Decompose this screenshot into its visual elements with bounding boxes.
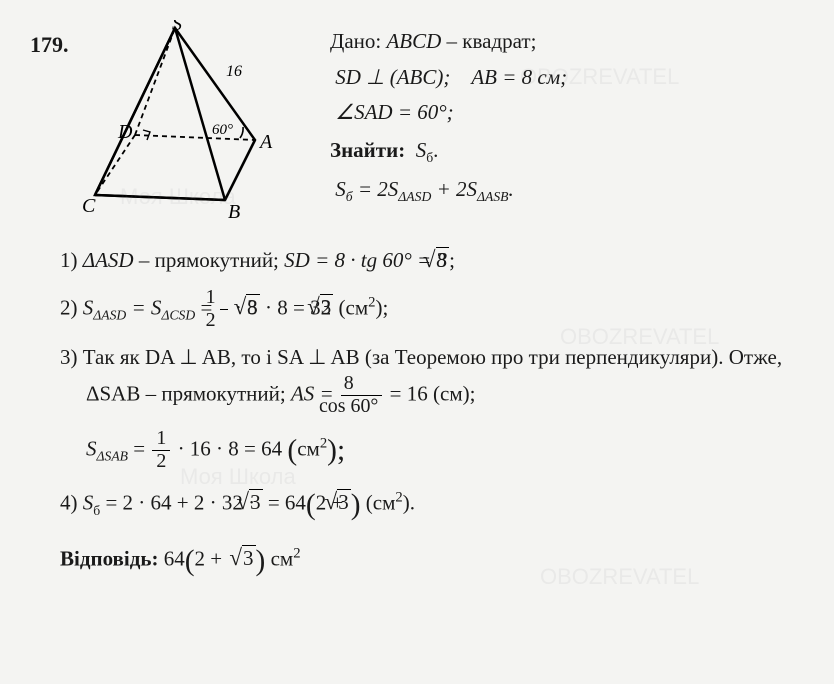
step-3: 3) Так як DA ⊥ AB, то і SA ⊥ AB (за Теор… [60, 342, 804, 418]
f-lhs-sub: б [346, 189, 353, 204]
label-a: A [258, 131, 273, 153]
s1-end: ; [449, 248, 455, 272]
a-i1: 2 + [194, 546, 227, 570]
s2-fn: 1 [220, 287, 228, 310]
s1-num: 1) [60, 248, 78, 272]
s4-eq: = 64 [263, 490, 306, 514]
figure-column: S A B C D 16 60° [30, 20, 310, 230]
s4-l: S [83, 490, 94, 514]
f-lhs: S [335, 177, 346, 201]
s1-t1: – прямокутний; [134, 248, 285, 272]
given-line-2: SD ⊥ (ABC); AB = 8 см; [330, 62, 804, 94]
find-label: Знайти: [330, 138, 405, 162]
given-column: Дано: ABCD – квадрат; SD ⊥ (ABC); AB = 8… [330, 20, 804, 230]
s2-num: 2) [60, 295, 83, 319]
s3-num: 3) [60, 345, 78, 369]
a-pc: ) [256, 545, 266, 577]
label-d: D [117, 121, 133, 143]
f-t2: ΔASB [477, 189, 509, 204]
given-line-3: ∠SAD = 60°; [330, 97, 804, 129]
label-s: S [172, 20, 182, 35]
s3-pc: ); [327, 435, 345, 467]
s3-su: см [297, 436, 320, 460]
s2-lhs: S [83, 295, 94, 319]
s1-rad: 3 [436, 247, 450, 272]
s3-sl: S [86, 436, 97, 460]
f-t1: ΔASD [398, 189, 431, 204]
s4-po: ( [306, 489, 316, 521]
s2-fd: 2 [220, 310, 228, 332]
f-end: . [508, 177, 513, 201]
answer-val: 64 [158, 546, 184, 570]
f-plus: + 2S [431, 177, 477, 201]
s4-pc: ) [351, 489, 361, 521]
a-u: см [265, 546, 293, 570]
answer-label: Відповідь: [60, 546, 158, 570]
a-po: ( [185, 545, 195, 577]
s3-sm: · 16 · 8 = 64 [172, 436, 287, 460]
s3-se: = [128, 436, 150, 460]
step-3-cont: SΔSAB = 12 · 16 · 8 = 64 (см2); [86, 428, 804, 473]
a-r: 3 [242, 545, 256, 570]
pyramid-figure: S A B C D 16 60° [80, 20, 290, 230]
given-line-1: Дано: ABCD – квадрат; [330, 26, 804, 58]
top-row: S A B C D 16 60° Дано: ABCD – квадрат; S… [30, 20, 804, 230]
s3-asr: = 16 (см); [384, 381, 475, 405]
solution-steps: 1) ΔASD – прямокутний; SD = 8 · tg 60° =… [30, 242, 804, 527]
s4-u: (см [361, 490, 396, 514]
problem-number: 179. [30, 28, 69, 61]
s3-fn: 8 [341, 373, 382, 396]
s4-num: 4) [60, 490, 83, 514]
answer-line: Відповідь: 64(2 + 3) см2 [60, 539, 804, 583]
s4-r: 3 [249, 489, 263, 514]
a-sq: 2 [293, 545, 300, 561]
s3-fd: cos 60° [341, 396, 382, 418]
s2-r2: 3 [320, 294, 334, 319]
s1-tri: ΔASD [83, 248, 134, 272]
label-c: C [82, 195, 96, 217]
s2-r: 3 [246, 294, 260, 319]
step-2: 2) SΔASD = SΔCSD = 12 · 83 · 8 = 323 (см… [60, 287, 804, 332]
s2-e: ); [375, 295, 388, 319]
s2-eq1: = S [126, 295, 161, 319]
find-period: . [433, 138, 438, 162]
label-b: B [228, 201, 240, 223]
s4-e: ). [403, 490, 415, 514]
s3-sfd: 2 [152, 451, 170, 473]
given-angle: ∠SAD = 60°; [335, 100, 453, 124]
main-formula: Sб = 2SΔASD + 2SΔASB. [330, 174, 804, 208]
s4-r2: 3 [337, 489, 351, 514]
s2-msub: ΔCSD [161, 307, 195, 322]
find-s: S [416, 138, 427, 162]
s3-ss: ΔSAB [97, 448, 129, 463]
s3-sfn: 1 [152, 428, 170, 451]
step-4: 4) Sб = 2 · 64 + 2 · 32 · 3 = 64(2 + 3) … [60, 483, 804, 527]
s2-lsub: ΔASD [93, 307, 126, 322]
find-line: Знайти: Sб. [330, 135, 804, 169]
s2-u: (см [333, 295, 368, 319]
given-ab: AB = 8 см; [471, 65, 567, 89]
given-label: Дано: [330, 29, 381, 53]
angle-label: 60° [212, 122, 233, 138]
given-abcd: ABCD [386, 29, 441, 53]
edge-label: 16 [226, 63, 242, 80]
step-1: 1) ΔASD – прямокутний; SD = 8 · tg 60° =… [60, 242, 804, 277]
f-eq: = 2S [353, 177, 399, 201]
given-perp: SD ⊥ (ABC); [335, 65, 450, 89]
s3-po: ( [287, 435, 297, 467]
given-sq: – квадрат; [441, 29, 536, 53]
s4-sq: 2 [395, 489, 402, 505]
